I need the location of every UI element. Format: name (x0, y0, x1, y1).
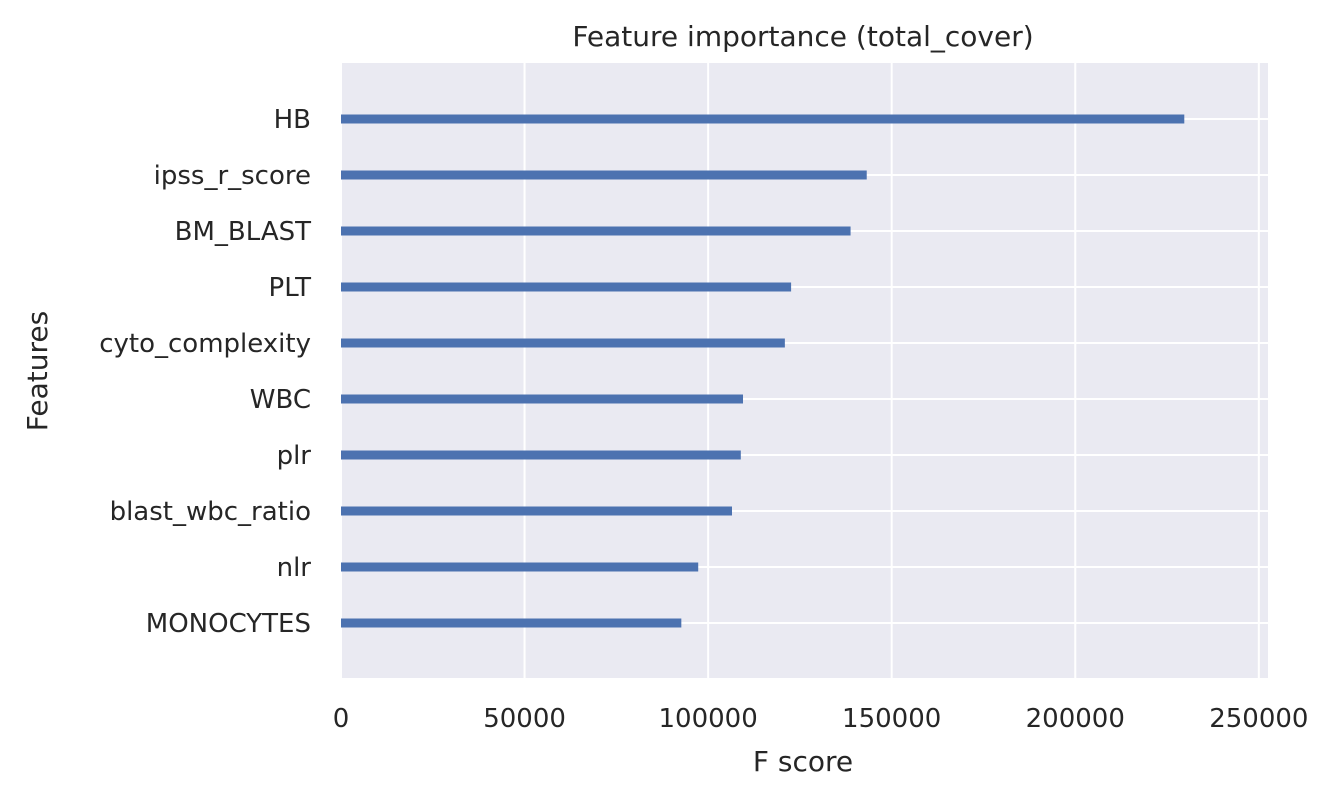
y-tick-label: MONOCYTES (146, 609, 311, 639)
bar (341, 450, 741, 460)
bar (341, 562, 699, 572)
x-tick-label: 50000 (483, 704, 566, 734)
bar (341, 226, 851, 236)
x-tick-label: 0 (333, 704, 350, 734)
bar (341, 282, 792, 292)
bars (341, 114, 1185, 628)
chart-title: Feature importance (total_cover) (572, 20, 1033, 53)
bar (341, 338, 785, 348)
y-tick-label: blast_wbc_ratio (110, 497, 311, 527)
y-tick-label: plr (277, 441, 312, 471)
bar (341, 506, 732, 516)
y-tick-label: HB (274, 105, 311, 135)
y-tick-label: nlr (277, 553, 312, 583)
x-tick-label: 200000 (1026, 704, 1125, 734)
plot-background (341, 63, 1268, 678)
y-tick-label: WBC (250, 385, 311, 415)
bar (341, 394, 744, 404)
x-tick-label: 100000 (658, 704, 757, 734)
y-tick-label: PLT (269, 273, 312, 303)
bar (341, 618, 682, 628)
y-tick-label: ipss_r_score (154, 161, 311, 191)
y-tick-label: BM_BLAST (175, 217, 311, 247)
x-axis-label: F score (753, 745, 853, 778)
x-tick-label: 150000 (842, 704, 941, 734)
y-tick-labels: HB ipss_r_score BM_BLAST PLT cyto_complexity… (99, 105, 311, 639)
y-axis-label: Features (21, 311, 54, 431)
x-tick-labels: 0 50000 100000 150000 200000 250000 (333, 704, 1309, 734)
y-tick-label: cyto_complexity (99, 329, 311, 359)
bar (341, 114, 1185, 124)
x-tick-label: 250000 (1209, 704, 1308, 734)
bar (341, 170, 867, 180)
